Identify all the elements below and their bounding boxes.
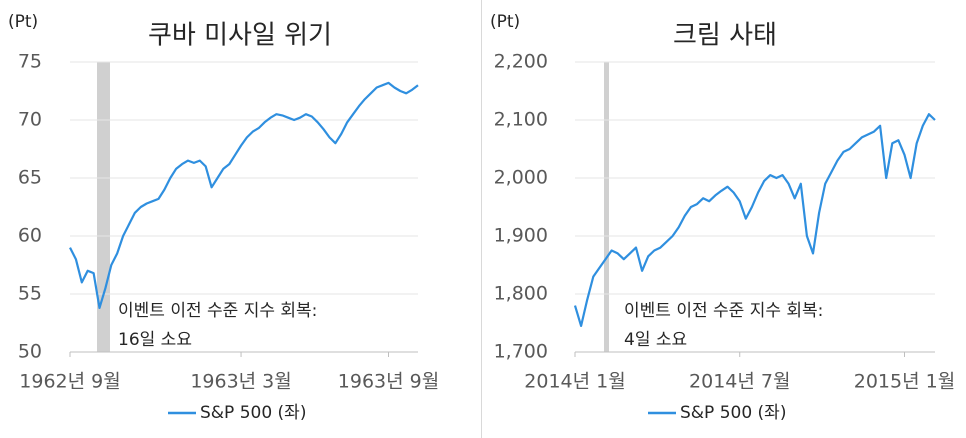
legend-label: S&P 500 (좌) xyxy=(680,403,786,423)
y-tick-label: 2,100 xyxy=(494,109,548,131)
event-band xyxy=(604,62,609,352)
x-tick-label: 2014년 7월 xyxy=(689,371,790,393)
y-tick-label: 1,700 xyxy=(494,341,548,363)
y-tick-label: 1,900 xyxy=(494,225,548,247)
annotation: 4일 소요 xyxy=(624,330,687,350)
x-tick-label: 1962년 9월 xyxy=(19,371,120,393)
y-axis-unit: (Pt) xyxy=(8,12,38,32)
legend-label: S&P 500 (좌) xyxy=(200,403,306,423)
y-tick-label: 55 xyxy=(18,283,42,305)
y-tick-label: 70 xyxy=(18,109,42,131)
y-tick-label: 2,000 xyxy=(494,167,548,189)
data-line xyxy=(573,113,936,327)
chart-title: 쿠바 미사일 위기 xyxy=(148,21,332,51)
y-tick-label: 65 xyxy=(18,167,42,189)
annotation: 이벤트 이전 수준 지수 회복: xyxy=(118,301,317,321)
x-tick-label: 2015년 1월 xyxy=(854,371,955,393)
x-tick-label: 1963년 3월 xyxy=(190,371,291,393)
y-tick-label: 2,200 xyxy=(494,51,548,73)
y-tick-label: 1,800 xyxy=(494,283,548,305)
y-tick-label: 75 xyxy=(18,51,42,73)
data-line xyxy=(69,81,419,309)
x-tick-label: 1963년 9월 xyxy=(338,371,439,393)
chart-title: 크림 사태 xyxy=(673,21,777,51)
annotation: 16일 소요 xyxy=(118,330,192,350)
annotation: 이벤트 이전 수준 지수 회복: xyxy=(624,301,823,321)
x-tick-label: 2014년 1월 xyxy=(524,371,625,393)
y-tick-label: 60 xyxy=(18,225,42,247)
y-axis-unit: (Pt) xyxy=(490,12,520,32)
y-tick-label: 50 xyxy=(18,341,42,363)
